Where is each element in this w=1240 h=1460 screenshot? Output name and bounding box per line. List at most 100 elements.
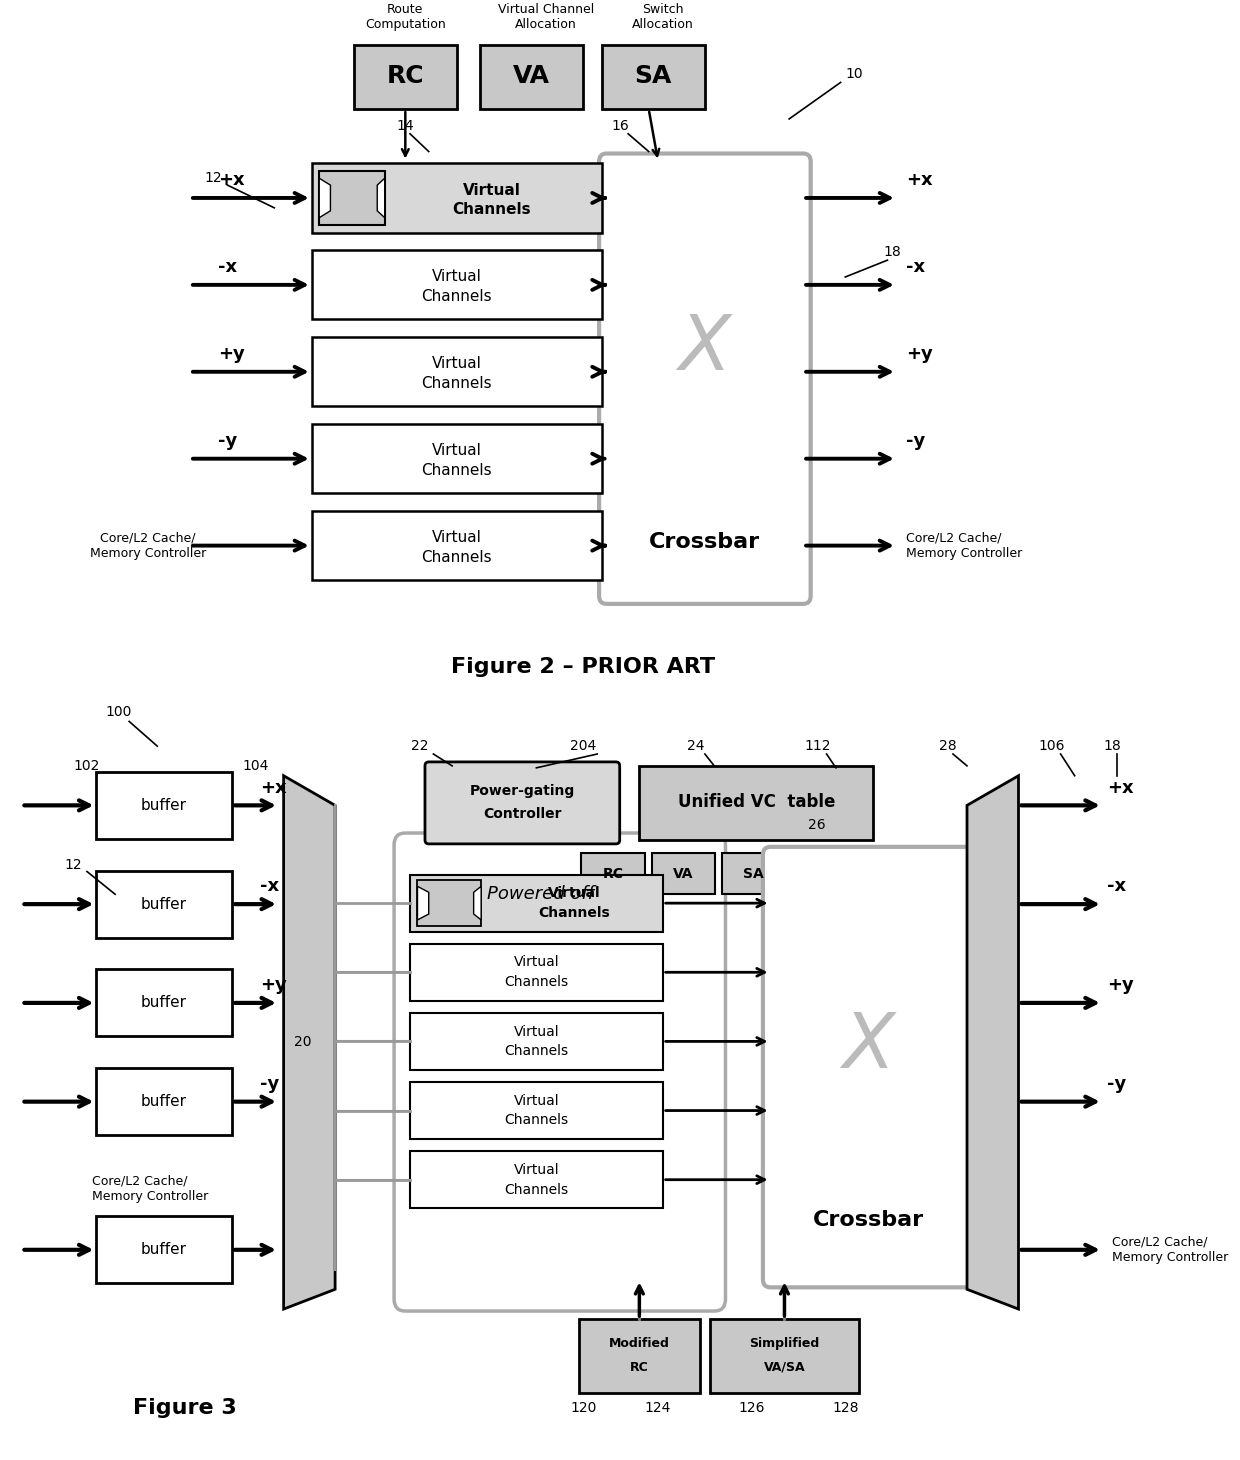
Text: 20: 20 — [294, 1035, 311, 1050]
Text: Channels: Channels — [505, 975, 568, 990]
Text: -y: -y — [218, 432, 237, 450]
Polygon shape — [418, 886, 429, 920]
Text: -y: -y — [906, 432, 925, 450]
Text: 112: 112 — [804, 739, 831, 753]
Text: 102: 102 — [74, 759, 100, 772]
Text: -x: -x — [218, 258, 237, 276]
Text: Virtual: Virtual — [463, 182, 521, 197]
Text: Core/L2 Cache/
Memory Controller: Core/L2 Cache/ Memory Controller — [1112, 1235, 1229, 1264]
Text: Crossbar: Crossbar — [813, 1210, 924, 1231]
Text: 16: 16 — [611, 118, 630, 133]
Text: 18: 18 — [1104, 739, 1121, 753]
Text: Core/L2 Cache/
Memory Controller: Core/L2 Cache/ Memory Controller — [906, 531, 1023, 559]
Text: Route
Computation: Route Computation — [365, 3, 445, 31]
Text: -x: -x — [260, 877, 279, 895]
Text: Channels: Channels — [422, 289, 492, 304]
Text: 100: 100 — [105, 705, 133, 718]
Polygon shape — [377, 178, 384, 218]
Text: 22: 22 — [410, 739, 428, 753]
Text: 12: 12 — [205, 171, 222, 185]
Bar — [311, 250, 601, 320]
Bar — [97, 1216, 232, 1283]
Text: Channels: Channels — [422, 550, 492, 565]
Text: 14: 14 — [397, 118, 414, 133]
Text: Virtual: Virtual — [432, 530, 482, 545]
Bar — [709, 1318, 859, 1393]
Text: Controller: Controller — [484, 807, 562, 822]
Bar — [319, 171, 384, 225]
Text: Modified: Modified — [609, 1337, 670, 1351]
Text: -x: -x — [1107, 877, 1127, 895]
Bar — [601, 45, 704, 110]
Text: -y: -y — [260, 1075, 279, 1094]
Text: Power-gating: Power-gating — [470, 784, 575, 797]
Text: +x: +x — [260, 778, 286, 797]
Text: Virtual: Virtual — [513, 1025, 559, 1038]
Text: 24: 24 — [687, 739, 704, 753]
Text: Virtual Channel
Allocation: Virtual Channel Allocation — [497, 3, 594, 31]
Text: SA: SA — [743, 867, 764, 880]
Text: Virtual: Virtual — [513, 1162, 559, 1177]
Bar — [97, 772, 232, 839]
Bar — [311, 423, 601, 493]
Text: +y: +y — [218, 345, 244, 364]
Text: Channels: Channels — [422, 463, 492, 477]
Text: Virtual: Virtual — [432, 356, 482, 371]
Polygon shape — [284, 775, 335, 1310]
Polygon shape — [319, 178, 330, 218]
Bar — [410, 943, 662, 1002]
Text: 18: 18 — [883, 245, 901, 260]
Text: 12: 12 — [64, 857, 82, 872]
Text: Switch
Allocation: Switch Allocation — [632, 3, 693, 31]
Bar — [311, 511, 601, 580]
FancyBboxPatch shape — [763, 847, 975, 1288]
Text: Virtual: Virtual — [513, 1094, 559, 1108]
Text: 26: 26 — [808, 818, 826, 832]
Text: Virtual: Virtual — [513, 955, 559, 969]
Text: +x: +x — [218, 171, 244, 190]
Text: buffer: buffer — [141, 1242, 187, 1257]
Text: 128: 128 — [832, 1400, 858, 1415]
Text: Figure 2 – PRIOR ART: Figure 2 – PRIOR ART — [451, 657, 715, 677]
Text: Virtual: Virtual — [432, 270, 482, 285]
Bar — [640, 766, 873, 839]
Bar — [410, 1082, 662, 1139]
Text: +y: +y — [260, 977, 286, 994]
Text: 28: 28 — [940, 739, 957, 753]
FancyBboxPatch shape — [425, 762, 620, 844]
Text: 104: 104 — [242, 759, 269, 772]
FancyBboxPatch shape — [394, 834, 725, 1311]
Text: SA: SA — [635, 64, 672, 89]
Bar — [410, 875, 662, 931]
Text: Channels: Channels — [505, 1114, 568, 1127]
Text: Core/L2 Cache/
Memory Controller: Core/L2 Cache/ Memory Controller — [92, 1175, 208, 1203]
Text: Virtual: Virtual — [548, 886, 600, 901]
Text: RC: RC — [387, 64, 424, 89]
Text: Channels: Channels — [538, 907, 610, 920]
Text: Simplified: Simplified — [749, 1337, 820, 1351]
Text: Channels: Channels — [505, 1044, 568, 1058]
Text: X: X — [842, 1010, 895, 1085]
Text: 120: 120 — [570, 1400, 596, 1415]
Text: 10: 10 — [846, 67, 863, 82]
Text: VA: VA — [673, 867, 693, 880]
Bar — [480, 45, 583, 110]
Text: buffer: buffer — [141, 896, 187, 911]
Bar — [97, 870, 232, 937]
Text: -x: -x — [906, 258, 925, 276]
Text: 106: 106 — [1038, 739, 1064, 753]
Polygon shape — [967, 775, 1018, 1310]
Text: +x: +x — [1107, 778, 1135, 797]
Text: RC: RC — [603, 867, 624, 880]
Text: Channels: Channels — [453, 203, 531, 218]
Bar — [418, 880, 481, 926]
Bar — [353, 45, 456, 110]
Text: +y: +y — [906, 345, 932, 364]
Text: 204: 204 — [570, 739, 596, 753]
Text: buffer: buffer — [141, 996, 187, 1010]
Text: -y: -y — [1107, 1075, 1127, 1094]
Text: Channels: Channels — [505, 1183, 568, 1197]
Text: Powered off: Powered off — [487, 885, 595, 904]
Text: 126: 126 — [739, 1400, 765, 1415]
Text: X: X — [678, 312, 732, 385]
